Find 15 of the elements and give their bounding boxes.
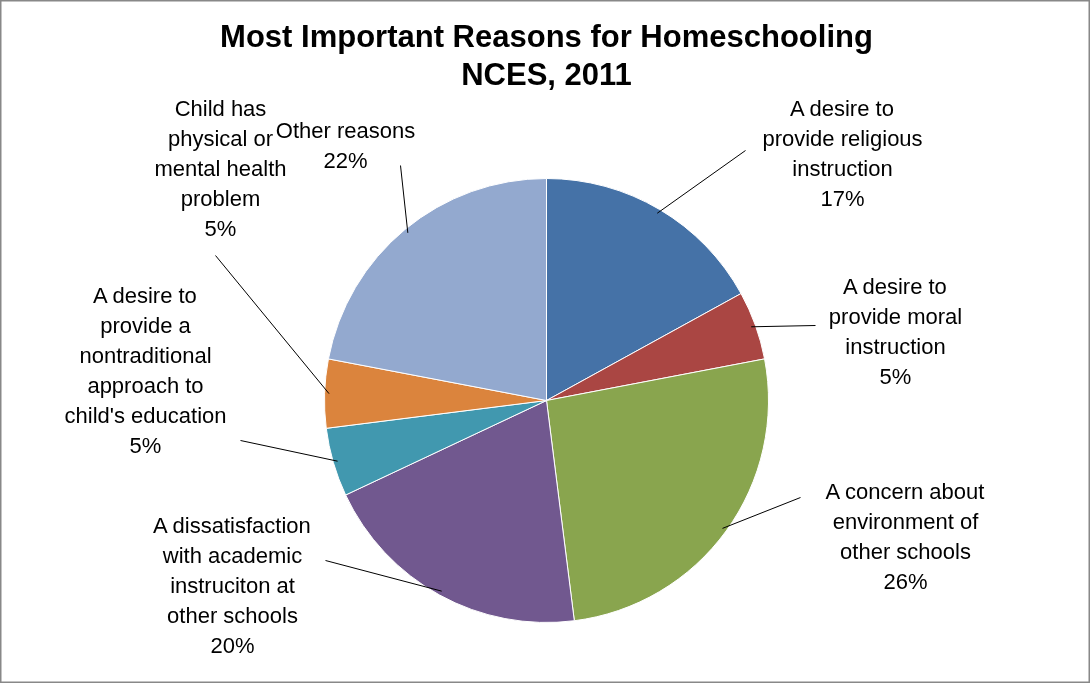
slice-label: A desire to provide moral instruction xyxy=(828,273,963,359)
slice-label: A desire to provide a nontraditional approach to child's education xyxy=(64,282,227,428)
chart-subtitle: NCES, 2011 xyxy=(461,56,632,92)
slice-label: A dissatisfaction with academic instruciton at other schools xyxy=(153,512,311,628)
chart-title: Most Important Reasons for Homeschooling xyxy=(220,18,873,54)
data-label: 5% xyxy=(879,363,912,389)
data-label: 17% xyxy=(820,185,865,211)
slice-label: A concern about environment of other schools xyxy=(825,478,985,564)
data-label: 5% xyxy=(129,432,162,458)
slice-label: A desire to provide religious instruction xyxy=(762,95,923,181)
data-label: 26% xyxy=(883,568,928,594)
data-label: 22% xyxy=(323,147,368,173)
slice-label: Other reasons xyxy=(275,117,416,143)
data-label: 20% xyxy=(210,632,255,658)
data-label: 5% xyxy=(204,215,237,241)
